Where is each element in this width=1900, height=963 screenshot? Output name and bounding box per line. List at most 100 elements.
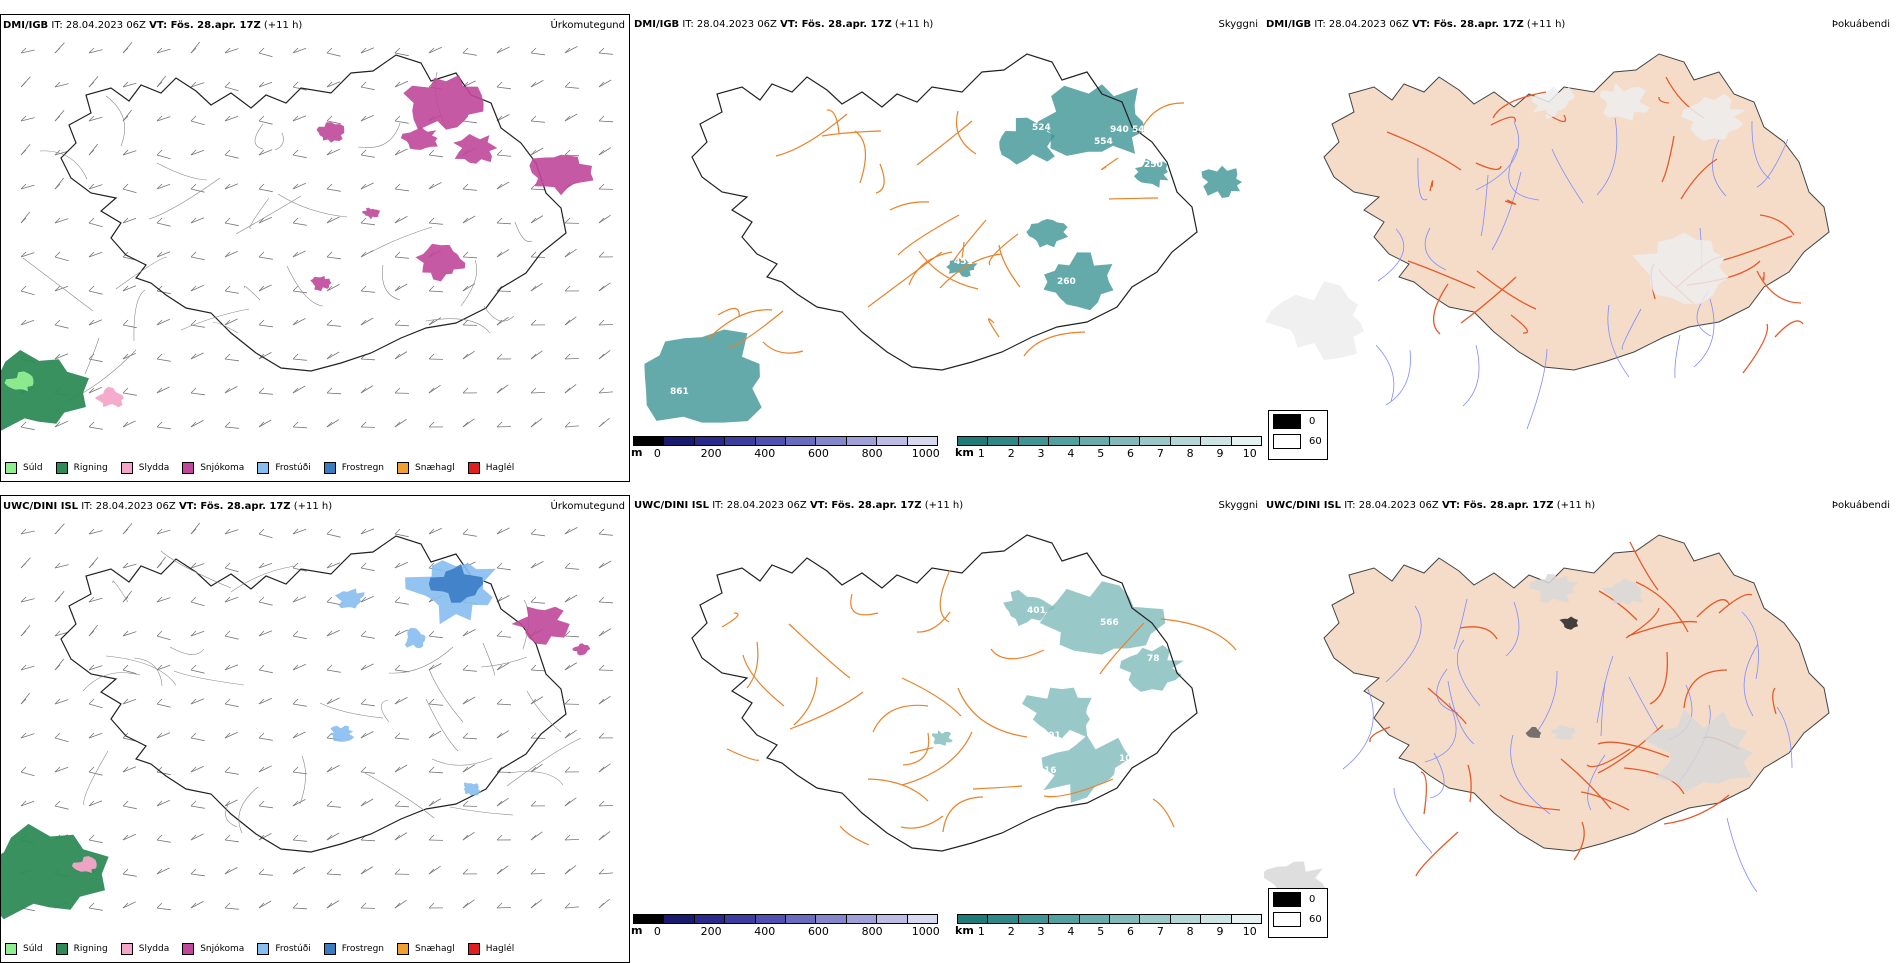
wind-barb	[599, 148, 611, 155]
legend-swatch	[257, 943, 269, 955]
wind-barb-flag	[55, 801, 60, 806]
road-segment	[827, 110, 839, 134]
wind-barb	[599, 392, 613, 393]
wind-barb	[293, 908, 307, 909]
wind-barb-flag	[497, 82, 502, 87]
wind-barb-flag	[531, 320, 536, 325]
legend-label: Súld	[23, 463, 43, 473]
wind-barb-flag	[497, 388, 502, 393]
wind-barb-flag	[191, 597, 196, 602]
wind-barb	[497, 636, 511, 637]
colorbar-tick: 600	[808, 447, 829, 460]
wind-barb	[395, 833, 407, 840]
colorbar-tick: 4	[1067, 925, 1074, 938]
wind-barb	[259, 766, 272, 772]
wind-barb-flag	[565, 150, 570, 155]
cloud-base-label: 566	[1100, 618, 1119, 628]
colorbar-tick: 6	[1127, 447, 1134, 460]
road-segment	[149, 178, 220, 219]
wind-barb	[497, 47, 510, 53]
cloud-base-label: 524	[1032, 123, 1051, 133]
wind-barb	[89, 840, 103, 843]
wind-barb	[599, 80, 611, 87]
wind-barb	[157, 733, 170, 738]
wind-barb-flag	[599, 767, 604, 772]
wind-barb-flag	[225, 903, 230, 908]
wind-barb-flag	[293, 286, 298, 291]
wind-barb-flag	[225, 422, 230, 427]
wind-barb	[293, 597, 306, 602]
wind-barb	[531, 873, 545, 874]
wind-barb	[463, 534, 477, 536]
wind-barb	[259, 53, 273, 57]
wind-barb	[327, 149, 340, 155]
wind-barb-flag	[361, 422, 366, 427]
wind-barb-flag	[531, 665, 536, 670]
wind-barb-flag	[21, 699, 26, 704]
wind-barb	[463, 629, 475, 636]
wind-barb	[463, 284, 475, 291]
wind-barb-flag	[565, 563, 570, 568]
legend-item: Frostúði	[257, 943, 310, 955]
wind-barb-flag	[89, 218, 94, 223]
wind-barb-flag	[531, 184, 536, 189]
colorbar-cell	[1201, 437, 1231, 445]
wind-barb	[395, 738, 409, 739]
wind-barb	[531, 670, 545, 671]
wind-barb	[327, 53, 341, 56]
wind-barb	[157, 636, 171, 640]
wind-barb	[259, 602, 273, 605]
wind-barb-flag	[531, 422, 536, 427]
wind-barb	[55, 325, 69, 328]
wind-barb-flag	[293, 82, 298, 87]
wind-barb	[361, 568, 375, 571]
wind-barb	[395, 216, 407, 223]
wind-barb-flag	[599, 48, 604, 53]
panel-header: DMI/IGB IT: 28.04.2023 06Z VT: Fös. 28.a…	[634, 18, 1258, 32]
wind-barb	[361, 318, 373, 325]
river-segment	[1386, 350, 1411, 405]
road-segment	[876, 164, 884, 193]
wind-barb	[259, 257, 273, 259]
wind-barb	[361, 155, 375, 157]
wind-barb	[191, 353, 204, 359]
cloud-base-label: 291	[1042, 731, 1061, 741]
wind-barb-flag	[225, 699, 230, 704]
colorbar-cell	[1232, 915, 1261, 923]
wind-barb	[55, 257, 69, 261]
fog-legend-row: 60	[1273, 909, 1327, 929]
wind-barb-flag	[497, 563, 502, 568]
wind-barb-flag	[361, 150, 366, 155]
wind-barb	[259, 534, 273, 538]
wind-barb-flag	[293, 422, 298, 427]
wind-barb	[395, 189, 409, 191]
wind-barb	[191, 285, 204, 291]
cloud-base-label: 250	[1144, 160, 1163, 170]
wind-barb-flag	[21, 286, 26, 291]
road-segment	[382, 265, 400, 300]
wind-barb-flag	[259, 733, 264, 738]
legend-swatch	[121, 943, 133, 955]
wind-barb	[565, 426, 579, 427]
road-segment	[898, 215, 959, 255]
colorbar-cell	[1080, 915, 1110, 923]
wind-barb-flag	[361, 563, 366, 568]
road-segment	[910, 748, 933, 753]
wind-barb	[361, 87, 375, 90]
colorbar-cell	[786, 915, 816, 923]
road-segment	[358, 123, 400, 148]
fog-legend-swatch	[1273, 912, 1301, 927]
wind-barb	[89, 223, 103, 227]
wind-barb	[225, 568, 239, 572]
wind-barb-flag	[21, 631, 26, 636]
wind-barb	[157, 319, 170, 325]
legend-label: Slydda	[139, 463, 169, 473]
wind-barb-flag	[531, 801, 536, 806]
colorbar-cell	[988, 437, 1018, 445]
wind-barb-flag	[89, 767, 94, 772]
wind-barb-flag	[565, 801, 570, 806]
wind-barb-flag	[191, 869, 196, 874]
road-segment	[973, 786, 1022, 789]
wind-barb-flag	[259, 388, 264, 393]
